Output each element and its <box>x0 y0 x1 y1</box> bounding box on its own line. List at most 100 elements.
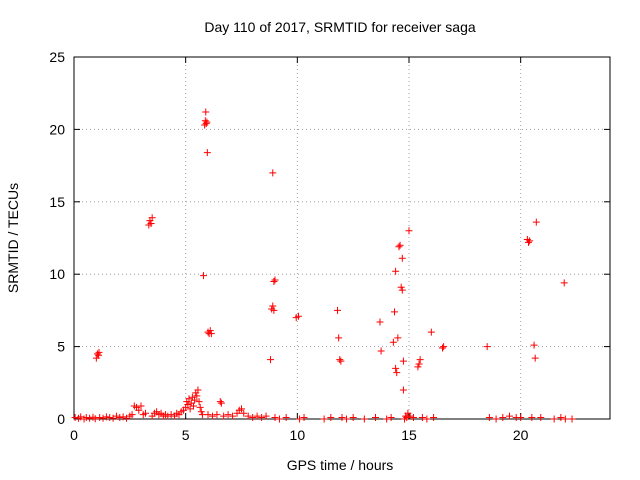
x-axis-label: GPS time / hours <box>287 457 394 473</box>
data-point <box>376 318 384 326</box>
data-point <box>294 312 302 320</box>
data-point <box>395 243 403 251</box>
data-point <box>269 169 277 177</box>
data-point <box>282 414 290 422</box>
data-point <box>405 227 413 235</box>
data-point <box>526 237 534 245</box>
data-point <box>203 149 211 157</box>
data-point <box>135 406 143 414</box>
grid-lines <box>74 57 610 419</box>
data-point <box>194 386 202 394</box>
data-point <box>258 414 266 422</box>
data-point <box>249 414 257 422</box>
x-tick-label: 10 <box>290 427 306 443</box>
data-point <box>206 327 214 335</box>
data-point <box>415 360 423 368</box>
data-point <box>485 414 493 422</box>
data-point <box>119 413 127 421</box>
data-point <box>423 415 431 423</box>
y-tick-label: 10 <box>49 266 65 282</box>
data-point <box>398 286 406 294</box>
data-point <box>195 398 203 406</box>
y-tick-label: 15 <box>49 194 65 210</box>
data-point <box>337 357 345 365</box>
data-point <box>383 415 391 423</box>
data-point <box>202 108 210 116</box>
data-points <box>71 108 576 423</box>
data-point <box>147 220 155 228</box>
data-point <box>271 414 279 422</box>
data-point <box>499 414 507 422</box>
data-point <box>96 414 104 422</box>
data-point <box>524 238 532 246</box>
data-point <box>517 414 525 422</box>
data-point <box>393 369 401 377</box>
data-point <box>204 411 212 419</box>
data-point <box>106 414 114 422</box>
data-point <box>186 405 194 413</box>
data-point <box>213 411 221 419</box>
data-point <box>396 241 404 249</box>
data-point <box>387 414 395 422</box>
data-point <box>262 412 270 420</box>
data-point <box>430 414 438 422</box>
data-point <box>164 412 172 420</box>
data-point <box>196 403 204 411</box>
data-point <box>560 279 568 287</box>
data-point <box>537 414 545 422</box>
data-point <box>270 306 278 314</box>
data-point <box>394 334 402 342</box>
data-point <box>207 330 215 338</box>
data-point <box>532 218 540 226</box>
data-point <box>197 408 205 416</box>
x-tick-label: 20 <box>513 427 529 443</box>
data-point <box>201 117 209 125</box>
data-point <box>336 356 344 364</box>
data-point <box>568 415 576 423</box>
data-point <box>95 348 103 356</box>
data-point <box>399 386 407 394</box>
data-point <box>390 308 398 316</box>
data-point <box>439 344 446 352</box>
data-point <box>531 354 539 362</box>
data-point <box>217 399 225 407</box>
data-point <box>270 277 278 285</box>
data-point <box>269 302 277 310</box>
x-tick-label: 15 <box>401 427 417 443</box>
data-point <box>200 272 208 280</box>
data-point <box>561 415 569 423</box>
data-point <box>71 414 79 422</box>
data-point <box>112 412 120 420</box>
data-point <box>224 411 232 419</box>
data-point <box>349 414 357 422</box>
data-point <box>202 120 210 128</box>
data-point <box>148 214 156 222</box>
y-tick-label: 5 <box>57 339 65 355</box>
data-point <box>300 414 308 422</box>
data-point <box>185 395 193 403</box>
data-point <box>418 414 426 422</box>
data-point <box>492 415 500 423</box>
data-point <box>240 409 248 417</box>
data-point <box>334 306 342 314</box>
data-point <box>416 356 424 364</box>
data-point <box>229 412 237 420</box>
data-point <box>99 414 107 422</box>
data-point <box>389 338 397 346</box>
data-point <box>244 412 252 420</box>
data-point <box>320 415 328 423</box>
y-tick-label: 25 <box>49 49 65 65</box>
y-axis-label: SRMTID / TECUs <box>5 183 21 293</box>
data-point <box>392 267 400 275</box>
data-point <box>184 401 192 409</box>
data-point <box>506 412 513 420</box>
data-point <box>398 254 406 262</box>
data-point <box>414 363 422 371</box>
data-point <box>409 414 417 422</box>
data-point <box>440 343 448 351</box>
data-point <box>208 412 216 420</box>
data-point <box>137 402 145 410</box>
y-tick-label: 20 <box>49 121 65 137</box>
data-point <box>550 415 558 423</box>
